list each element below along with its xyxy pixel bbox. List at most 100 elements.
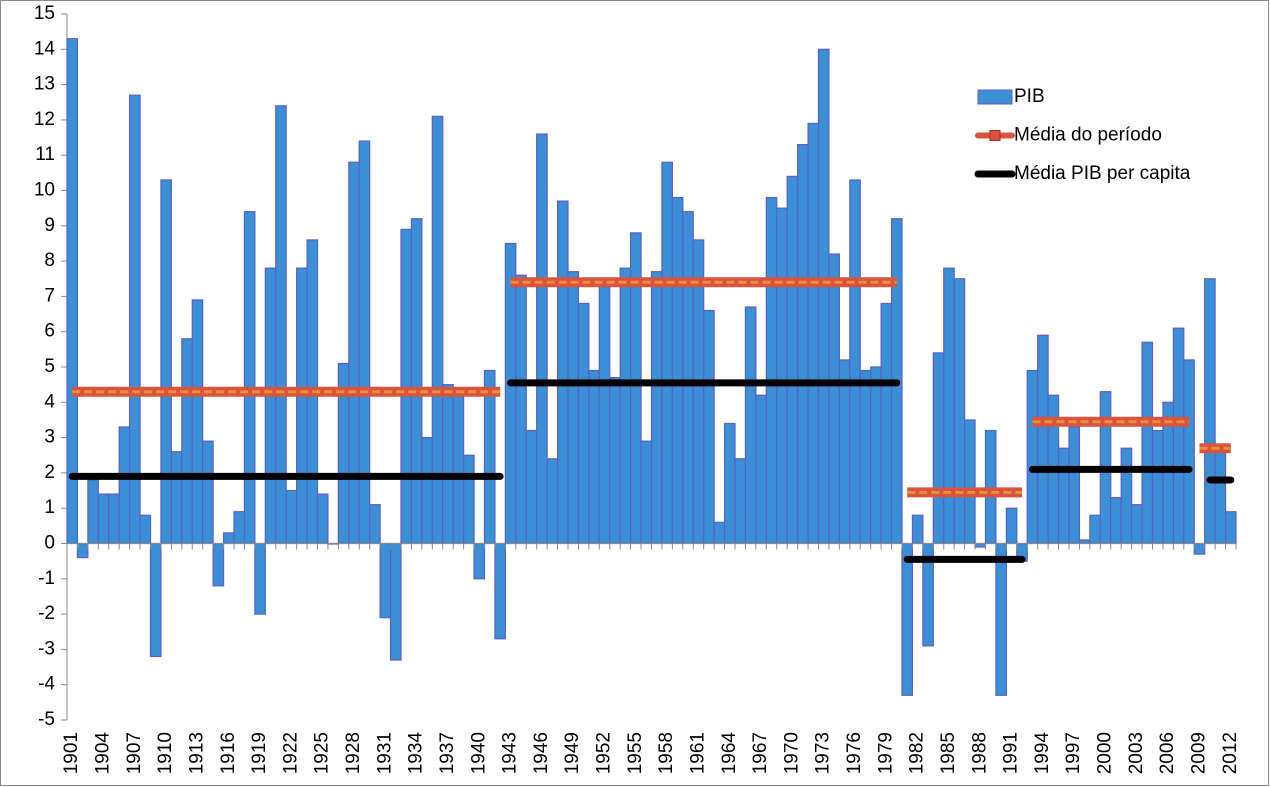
- bar: [1057, 447, 1070, 545]
- x-tick-label: 1979: [875, 732, 896, 774]
- bar: [400, 228, 413, 545]
- bar: [911, 514, 924, 545]
- bar: [243, 211, 256, 545]
- x-tick-label: 1997: [1063, 732, 1084, 774]
- bar: [859, 369, 872, 545]
- y-tick-label: 14: [34, 38, 56, 59]
- bar: [546, 458, 559, 545]
- bar: [139, 514, 152, 545]
- bar: [348, 161, 360, 545]
- bar: [776, 207, 788, 545]
- bar: [160, 179, 172, 545]
- bar: [588, 369, 600, 545]
- bar: [1037, 334, 1049, 545]
- y-tick-label: -4: [38, 674, 55, 695]
- y-tick-label: 1: [44, 497, 55, 518]
- bar: [379, 542, 392, 619]
- bar: [671, 196, 684, 545]
- bar: [682, 211, 694, 545]
- bar: [316, 493, 329, 545]
- bar: [1089, 514, 1101, 545]
- bar: [995, 542, 1007, 696]
- bar: [369, 504, 381, 545]
- x-tick-label: 1985: [938, 732, 959, 774]
- x-tick-label: 1919: [249, 732, 270, 774]
- x-tick-label: 1967: [750, 732, 771, 774]
- bar: [984, 429, 997, 545]
- bar: [1026, 369, 1039, 545]
- x-tick-label: 1991: [1001, 732, 1022, 774]
- bar: [1078, 539, 1091, 545]
- bar: [619, 267, 632, 545]
- bar: [1151, 429, 1164, 545]
- bar: [828, 253, 840, 545]
- y-tick-label: 13: [34, 74, 55, 95]
- bar: [285, 489, 298, 545]
- bar: [212, 542, 225, 587]
- bar: [66, 38, 79, 545]
- bar: [1141, 341, 1154, 545]
- bar: [170, 451, 183, 545]
- legend-label: Média PIB per capita: [1014, 163, 1191, 184]
- bar: [598, 285, 611, 545]
- y-tick-label: -2: [38, 603, 55, 624]
- x-tick-label: 2000: [1095, 732, 1116, 774]
- bar: [1005, 507, 1018, 545]
- y-tick-label: 0: [44, 533, 55, 554]
- x-tick-label: 1952: [594, 732, 615, 774]
- bar: [410, 218, 423, 545]
- bar: [870, 366, 882, 545]
- y-tick-label: 8: [44, 250, 55, 271]
- bar: [463, 454, 475, 545]
- bar: [964, 419, 976, 545]
- bar: [1214, 447, 1227, 545]
- bar: [202, 440, 214, 545]
- bar: [723, 422, 736, 545]
- y-tick-label: 10: [34, 180, 55, 201]
- bar: [473, 542, 486, 580]
- x-tick-label: 1976: [844, 732, 865, 774]
- bar: [943, 267, 955, 545]
- bar: [932, 352, 945, 545]
- x-tick-label: 1904: [93, 732, 114, 775]
- bar: [744, 306, 757, 545]
- bar: [797, 144, 809, 545]
- bar: [181, 338, 193, 545]
- x-tick-label: 1916: [218, 732, 239, 774]
- y-tick-label: 4: [44, 391, 55, 412]
- bar: [1068, 426, 1081, 545]
- bar: [1172, 327, 1185, 545]
- y-tick-label: 11: [35, 144, 55, 165]
- x-tick-label: 1970: [781, 732, 802, 774]
- x-tick-label: 1994: [1032, 732, 1053, 775]
- bar: [97, 493, 110, 545]
- bar: [817, 48, 830, 545]
- x-tick-label: 1931: [374, 732, 395, 774]
- bar: [755, 394, 767, 545]
- x-tick-label: 1973: [813, 732, 834, 774]
- bar: [233, 511, 246, 545]
- bar: [1224, 511, 1237, 545]
- bar: [296, 267, 308, 545]
- x-tick-label: 1946: [531, 732, 552, 774]
- y-tick-label: 12: [34, 109, 55, 130]
- bar: [1120, 447, 1133, 545]
- bar: [191, 299, 204, 545]
- x-tick-label: 1913: [186, 732, 207, 774]
- bar: [264, 267, 277, 545]
- bar: [118, 426, 131, 545]
- bar: [442, 384, 454, 545]
- bar: [661, 161, 673, 545]
- bar: [222, 532, 235, 545]
- x-tick-label: 1955: [625, 732, 646, 774]
- bar: [1193, 542, 1206, 555]
- bar: [421, 437, 433, 545]
- legend-label: PIB: [1014, 86, 1045, 107]
- bar: [254, 542, 266, 615]
- x-tick-label: 1934: [406, 732, 427, 775]
- x-tick-label: 1907: [124, 732, 145, 774]
- x-tick-label: 1940: [468, 732, 489, 774]
- x-tick-label: 2009: [1188, 732, 1209, 774]
- bar: [389, 542, 402, 661]
- x-tick-label: 1928: [343, 732, 364, 774]
